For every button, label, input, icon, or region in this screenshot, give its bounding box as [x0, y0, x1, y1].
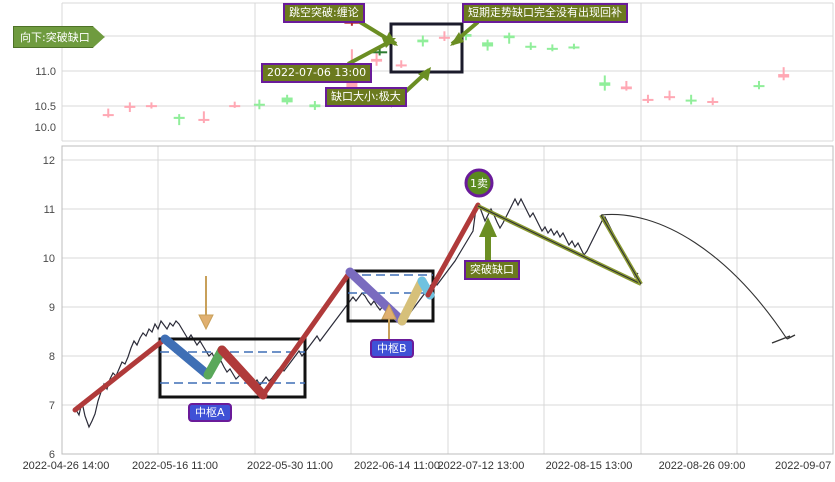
candle-body [685, 99, 697, 102]
candle-body [198, 118, 210, 121]
candle-body [253, 103, 265, 106]
candle-body [503, 35, 515, 39]
pivot-b-pointer [381, 303, 397, 341]
downtrend-wedge [477, 204, 643, 286]
svg-text:10.5: 10.5 [35, 101, 56, 113]
candle-body [438, 36, 450, 39]
pivot-b-label: 中枢B [370, 339, 414, 358]
annotation-no-fill: 短期走势缺口完全没有出现回补 [462, 3, 628, 23]
x-axis: 2022-04-26 14:00 2022-05-16 11:00 2022-05-… [0, 454, 835, 482]
x-tick-label: 2022-09-07 11:00 [775, 460, 835, 472]
svg-text:12: 12 [43, 155, 55, 167]
x-tick-label: 2022-04-26 14:00 [23, 460, 110, 472]
candlestick-series [102, 31, 790, 126]
candle-body [395, 64, 407, 67]
candle-body [281, 97, 293, 103]
x-tick-label: 2022-06-14 11:00 [354, 460, 440, 472]
x-axis-tick-labels: 2022-04-26 14:00 2022-05-16 11:00 2022-05-… [23, 460, 835, 472]
candle-body [664, 96, 676, 99]
x-tick-label: 2022-05-16 11:00 [132, 460, 218, 472]
forecast-arc [600, 213, 788, 340]
svg-text:11.0: 11.0 [35, 66, 56, 78]
annotation-date: 2022-07-06 13:00 [261, 63, 373, 83]
svg-text:9: 9 [49, 302, 55, 314]
candle-body [309, 104, 321, 108]
annotation-gap-break: 跳空突破:缠论 [283, 3, 365, 23]
pivot-a-label: 中枢A [188, 403, 232, 422]
candle-body [707, 100, 719, 103]
candle-body [102, 114, 114, 117]
sell-signal-marker[interactable]: 1卖 [464, 168, 494, 198]
candle-body [145, 105, 157, 108]
candle-body [778, 74, 790, 78]
candle-body [753, 85, 765, 88]
candle-body [525, 45, 537, 48]
price-trend-panel: 12 11 10 9 8 7 6 [0, 143, 835, 482]
gap-detail-candlestick-panel: 11.5 11.0 10.5 10.0 向下:突破缺口 跳空突破:缠论 短期走势… [0, 0, 835, 143]
candle-body [546, 47, 558, 50]
pivot-a-pointer [198, 276, 214, 331]
candle-body [460, 34, 472, 37]
candle-body [124, 105, 136, 108]
candle-body [229, 105, 241, 108]
sell-marker-text: 1卖 [470, 177, 488, 190]
candle-body [599, 82, 611, 86]
break-gap-pointer [479, 217, 497, 265]
candle-body [482, 42, 494, 47]
candle-body [372, 51, 388, 54]
x-tick-label: 2022-07-12 13:00 [438, 460, 525, 472]
top-grid [61, 2, 834, 142]
candle-body [568, 46, 580, 49]
svg-text:10: 10 [43, 253, 55, 265]
x-tick-label: 2022-08-26 09:00 [659, 460, 746, 472]
candle-body [173, 116, 185, 119]
candle-body [371, 58, 383, 62]
svg-text:8: 8 [49, 351, 55, 363]
forecast-arc-tail [771, 334, 796, 344]
candle-body [620, 86, 632, 90]
svg-text:10.0: 10.0 [35, 122, 56, 134]
x-tick-label: 2022-05-30 11:00 [247, 460, 333, 472]
annotation-gap-size: 缺口大小:极大 [325, 87, 407, 107]
price-line [74, 197, 639, 429]
break-gap-label: 突破缺口 [464, 260, 520, 280]
arrow-heads [382, 32, 464, 81]
candle-body [642, 98, 654, 101]
candle-body [417, 39, 429, 43]
svg-text:7: 7 [49, 400, 55, 412]
downward-gap-arrow-label: 向下:突破缺口 [13, 26, 105, 48]
x-tick-label: 2022-08-15 13:00 [546, 460, 633, 472]
pivot-box-a [158, 337, 307, 399]
main-y-axis: 12 11 10 9 8 7 6 [43, 155, 55, 461]
svg-text:11: 11 [44, 204, 55, 216]
svg-text:6: 6 [49, 449, 55, 461]
main-grid [61, 145, 834, 455]
